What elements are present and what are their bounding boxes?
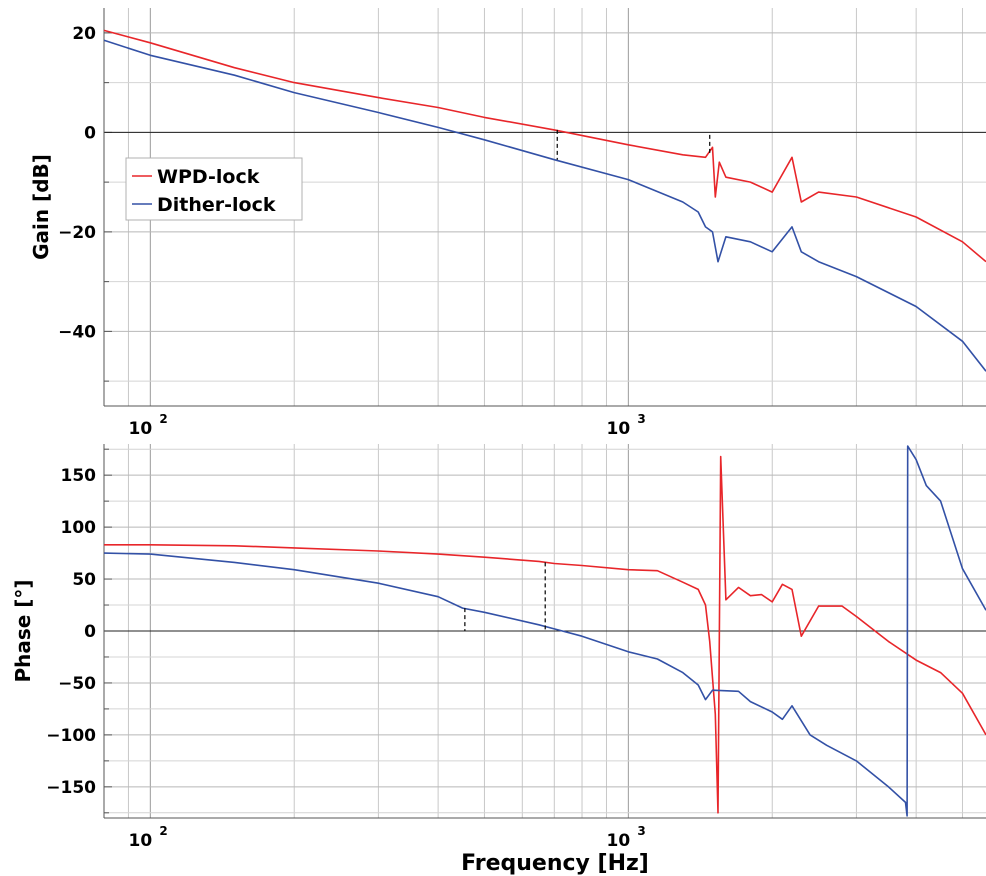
gain-series-dither-lock: [103, 39, 986, 372]
y-tick-label: 20: [72, 24, 96, 44]
x-tick-label: 10: [128, 419, 152, 439]
y-tick-label: 150: [61, 466, 97, 486]
legend: WPD-lock Dither-lock: [125, 157, 303, 221]
phase-panel: 150 100 50 0 −50 −100 −150 10 2 10 3 Phase [°] Frequ…: [11, 444, 986, 876]
y-tick-label: −50: [58, 674, 96, 694]
x-tick-label: 10: [607, 419, 631, 439]
x-tick-exponent: 2: [159, 412, 167, 426]
legend-label: Dither-lock: [157, 194, 276, 216]
x-axis-label: Frequency [Hz]: [461, 851, 649, 876]
phase-series-dither-lock: [103, 445, 986, 817]
y-tick-label: −40: [58, 322, 96, 342]
gain-grid: [103, 8, 986, 406]
gain-series-wpd-lock: [103, 29, 986, 263]
y-tick-label: 0: [84, 622, 96, 642]
x-tick-label: 10: [128, 831, 152, 851]
y-tick-label: 0: [84, 123, 96, 143]
x-tick-exponent: 2: [159, 824, 167, 838]
legend-label: WPD-lock: [157, 166, 260, 188]
gain-y-axis-label: Gain [dB]: [29, 154, 53, 260]
x-tick-exponent: 3: [637, 824, 645, 838]
y-tick-label: 100: [61, 518, 97, 538]
y-tick-label: 50: [72, 570, 96, 590]
legend-box: [125, 157, 303, 221]
y-tick-label: −100: [46, 726, 96, 746]
x-tick-exponent: 3: [637, 412, 645, 426]
x-tick-label: 10: [607, 831, 631, 851]
phase-series-wpd-lock: [104, 455, 986, 814]
phase-y-axis-label: Phase [°]: [11, 579, 35, 682]
y-tick-label: −20: [58, 223, 96, 243]
gain-panel: 20 0 −20 −40 10 2 10 3 Gain [dB] WPD-lock Dither-l…: [29, 8, 986, 439]
y-tick-label: −150: [46, 778, 96, 798]
